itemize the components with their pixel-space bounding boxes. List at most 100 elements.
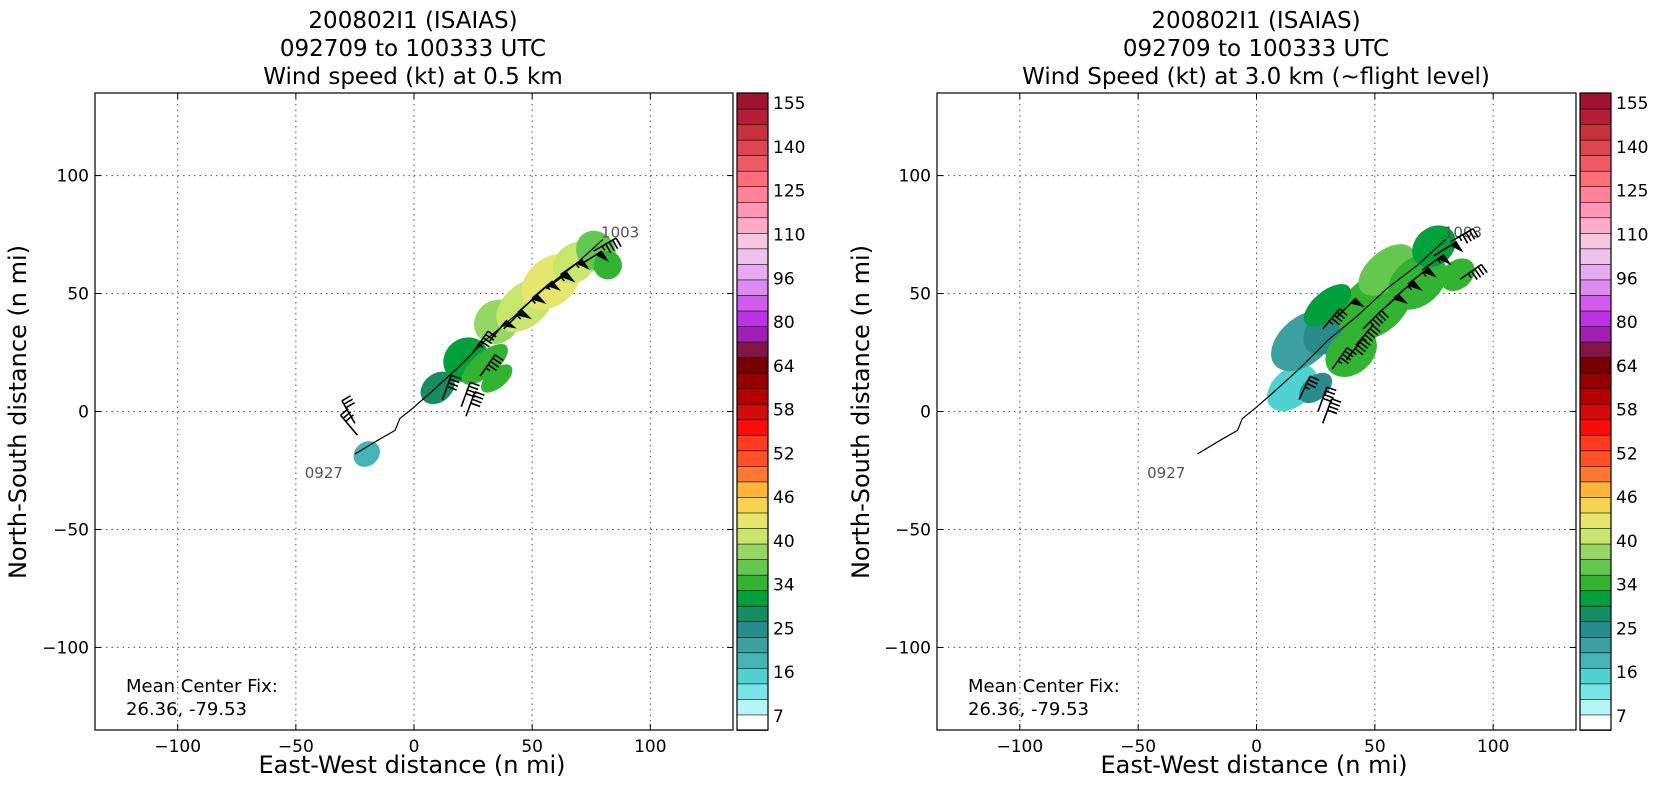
wind-barb <box>465 391 485 417</box>
colorbar-tick-label: 110 <box>773 226 805 246</box>
wind-barb <box>1322 308 1348 330</box>
wind-barb-half <box>601 245 606 251</box>
colorbar-segment <box>736 387 769 405</box>
colorbar-segment <box>1579 92 1612 110</box>
colorbar-tick-label: 80 <box>1616 313 1638 333</box>
colorbar-segment <box>1579 232 1612 250</box>
colorbar-tick-label: 58 <box>1616 401 1638 421</box>
wind-barb-flag <box>531 293 547 305</box>
wind-barb-full <box>1364 334 1374 342</box>
wind-barb-flag <box>1449 240 1464 253</box>
colorbar-segment <box>736 232 769 250</box>
wind-barb-full <box>449 378 460 384</box>
chart-title-line-3: Wind Speed (kt) at 3.0 km (~flight level… <box>1022 64 1490 90</box>
wind-barb <box>341 395 356 424</box>
wind-barb-full <box>1306 382 1317 389</box>
wind-barb-full <box>1366 331 1376 339</box>
colorbar-segment <box>736 341 769 358</box>
wind-barb-full <box>341 395 351 402</box>
colorbar-segment <box>736 372 769 389</box>
y-tick-label: −100 <box>884 638 931 658</box>
colorbar-tick-label: 40 <box>773 532 795 552</box>
y-tick-label: 50 <box>909 285 931 305</box>
colorbar-segment <box>1579 481 1612 498</box>
colorbar-tick-label: 80 <box>773 313 795 333</box>
colorbar-frame <box>1579 92 1612 731</box>
wind-barb-half <box>1458 236 1463 242</box>
x-tick-label: −50 <box>278 737 314 757</box>
wind-barb <box>1298 375 1320 401</box>
wind-barb-half <box>485 367 491 372</box>
tick-marks <box>95 93 733 730</box>
wind-barb <box>593 237 622 254</box>
wind-barb-full <box>1325 390 1336 395</box>
colorbar-segment <box>1579 294 1612 312</box>
colorbar-segment <box>1579 248 1612 265</box>
wind-barb-half <box>516 314 522 320</box>
wind-barb-full <box>340 408 349 416</box>
wind-barb-full <box>473 394 484 400</box>
wind-barb-full <box>1308 379 1318 385</box>
colorbar-tick-label: 140 <box>773 138 805 158</box>
colorbar-segment <box>1579 574 1612 591</box>
wind-barb-full <box>1331 398 1342 404</box>
wind-barb <box>1336 297 1366 318</box>
gridlines <box>95 93 733 730</box>
wind-barb-full <box>1327 409 1338 415</box>
wind-barb <box>1379 293 1409 314</box>
track-end-label: 1003 <box>1444 223 1482 241</box>
wind-speed-cell <box>1440 258 1475 291</box>
wind-barb-half <box>1437 258 1442 264</box>
wind-barb-full <box>1477 266 1485 276</box>
x-tick-label: 50 <box>521 737 543 757</box>
colorbar-segment <box>1579 589 1612 607</box>
wind-barb-full <box>487 330 497 338</box>
colorbar-segment <box>1579 496 1612 514</box>
wind-barb-full <box>1474 268 1482 278</box>
wind-barb-full <box>342 411 352 419</box>
colorbar-segment <box>1579 434 1612 452</box>
wind-speed-field <box>353 230 622 467</box>
mean-center-fix-value: 26.36, -79.53 <box>126 699 247 720</box>
colorbar-tick-label: 46 <box>773 488 795 508</box>
wind-barb-full <box>611 239 619 250</box>
colorbar-segment <box>736 465 769 483</box>
wind-barb-full <box>1465 232 1472 242</box>
track-end-label: 1003 <box>601 223 639 241</box>
colorbar-segment <box>736 201 769 219</box>
wind-barb-full <box>1359 341 1369 350</box>
colorbar-segment <box>1579 714 1612 731</box>
wind-barb-full <box>494 354 504 362</box>
wind-barb-half <box>1369 321 1375 326</box>
y-tick-label: 0 <box>78 403 89 423</box>
wind-barb-full <box>480 340 490 348</box>
wind-barb <box>1450 227 1479 244</box>
y-axis-label: North-South distance (n mi) <box>4 245 32 579</box>
wind-barb-half <box>478 343 484 348</box>
colorbar-segment <box>736 698 769 716</box>
wind-barb-full <box>1323 393 1334 399</box>
wind-barb <box>1407 266 1438 285</box>
wind-barbs <box>339 237 622 436</box>
wind-barb-half <box>1407 285 1413 291</box>
colorbar-tick-label: 46 <box>1616 488 1638 508</box>
colorbar-segment <box>736 636 769 654</box>
wind-barb <box>339 408 358 436</box>
colorbar-tick-label: 40 <box>1616 532 1638 552</box>
wind-barb-half <box>1352 351 1358 356</box>
colorbar-tick-label: 140 <box>1616 138 1648 158</box>
wind-barb-full <box>1344 350 1354 358</box>
colorbar-segment <box>736 108 769 125</box>
wind-barbs <box>1298 227 1488 424</box>
wind-barb-full <box>468 385 479 391</box>
colorbar-segment <box>1579 403 1612 421</box>
colorbar-segment <box>736 481 769 498</box>
wind-barb <box>472 330 497 353</box>
wind-barb-half <box>560 276 566 282</box>
colorbar-segment <box>1579 201 1612 219</box>
wind-barb <box>1421 253 1452 271</box>
tick-marks <box>937 93 1576 730</box>
wind-barb <box>1459 263 1488 281</box>
colorbar-segment <box>736 92 769 110</box>
y-tick-label: 100 <box>899 167 931 187</box>
